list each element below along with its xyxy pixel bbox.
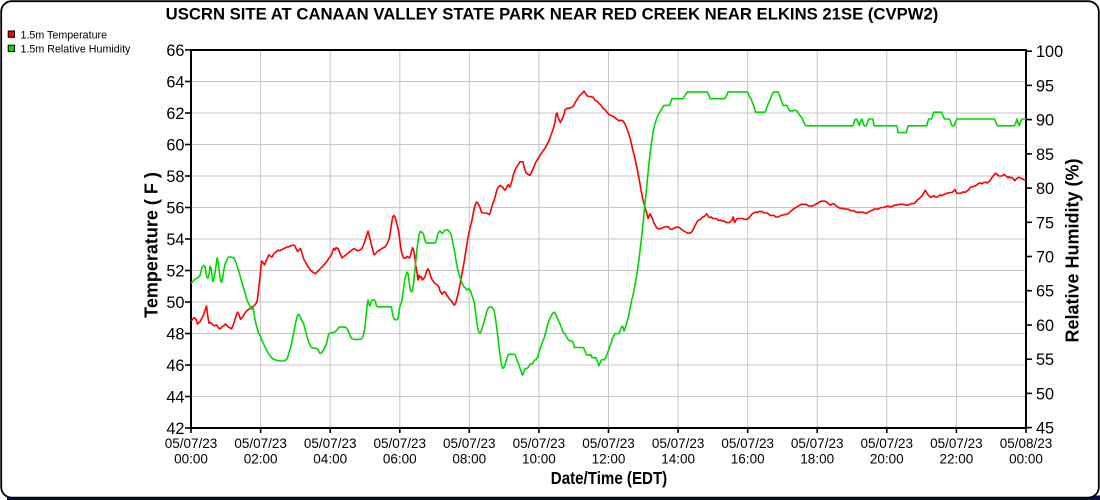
svg-text:62: 62 — [166, 105, 184, 123]
svg-text:05/07/23: 05/07/23 — [582, 436, 635, 451]
svg-text:50: 50 — [1036, 385, 1054, 403]
svg-text:Temperature ( F ): Temperature ( F ) — [142, 172, 162, 318]
svg-text:50: 50 — [166, 294, 184, 312]
svg-text:55: 55 — [1036, 351, 1054, 369]
svg-text:20:00: 20:00 — [870, 452, 904, 467]
svg-text:06:00: 06:00 — [383, 452, 417, 467]
svg-text:05/07/23: 05/07/23 — [791, 436, 844, 451]
svg-text:45: 45 — [1036, 420, 1054, 438]
svg-text:56: 56 — [166, 200, 184, 218]
svg-text:65: 65 — [1036, 283, 1054, 301]
svg-text:05/07/23: 05/07/23 — [930, 436, 983, 451]
svg-text:22:00: 22:00 — [940, 452, 974, 467]
svg-text:00:00: 00:00 — [1009, 452, 1043, 467]
svg-text:54: 54 — [166, 231, 184, 249]
svg-text:85: 85 — [1036, 146, 1054, 164]
svg-text:46: 46 — [166, 357, 184, 375]
svg-text:42: 42 — [166, 420, 184, 438]
svg-text:75: 75 — [1036, 214, 1054, 232]
svg-text:05/07/23: 05/07/23 — [861, 436, 914, 451]
svg-text:05/07/23: 05/07/23 — [234, 436, 287, 451]
svg-text:Relative Humidity (%): Relative Humidity (%) — [1063, 158, 1083, 342]
svg-text:95: 95 — [1036, 77, 1054, 95]
svg-text:05/07/23: 05/07/23 — [721, 436, 774, 451]
svg-text:05/07/23: 05/07/23 — [443, 436, 496, 451]
svg-text:70: 70 — [1036, 249, 1054, 267]
svg-text:05/07/23: 05/07/23 — [374, 436, 427, 451]
svg-text:18:00: 18:00 — [800, 452, 834, 467]
svg-text:100: 100 — [1036, 43, 1063, 61]
svg-text:66: 66 — [166, 42, 184, 60]
svg-text:60: 60 — [166, 137, 184, 155]
svg-text:1.5m Relative Humidity: 1.5m Relative Humidity — [21, 44, 132, 56]
svg-text:05/08/23: 05/08/23 — [1000, 436, 1053, 451]
svg-text:00:00: 00:00 — [174, 452, 208, 467]
svg-text:44: 44 — [166, 389, 184, 407]
svg-text:80: 80 — [1036, 180, 1054, 198]
svg-text:10:00: 10:00 — [522, 452, 556, 467]
svg-text:58: 58 — [166, 168, 184, 186]
svg-text:05/07/23: 05/07/23 — [652, 436, 705, 451]
svg-text:64: 64 — [166, 74, 184, 92]
svg-text:05/07/23: 05/07/23 — [165, 436, 218, 451]
svg-text:12:00: 12:00 — [592, 452, 626, 467]
svg-text:02:00: 02:00 — [244, 452, 278, 467]
svg-text:48: 48 — [166, 326, 184, 344]
svg-text:52: 52 — [166, 263, 184, 281]
svg-text:04:00: 04:00 — [313, 452, 347, 467]
svg-text:16:00: 16:00 — [731, 452, 765, 467]
svg-text:05/07/23: 05/07/23 — [513, 436, 566, 451]
svg-text:90: 90 — [1036, 112, 1054, 130]
svg-text:USCRN SITE AT CANAAN VALLEY ST: USCRN SITE AT CANAAN VALLEY STATE PARK N… — [166, 4, 939, 23]
svg-text:14:00: 14:00 — [661, 452, 695, 467]
svg-text:08:00: 08:00 — [452, 452, 486, 467]
svg-text:05/07/23: 05/07/23 — [304, 436, 357, 451]
svg-text:Date/Time (EDT): Date/Time (EDT) — [551, 468, 667, 489]
svg-text:60: 60 — [1036, 317, 1054, 335]
svg-text:1.5m Temperature: 1.5m Temperature — [21, 30, 108, 42]
